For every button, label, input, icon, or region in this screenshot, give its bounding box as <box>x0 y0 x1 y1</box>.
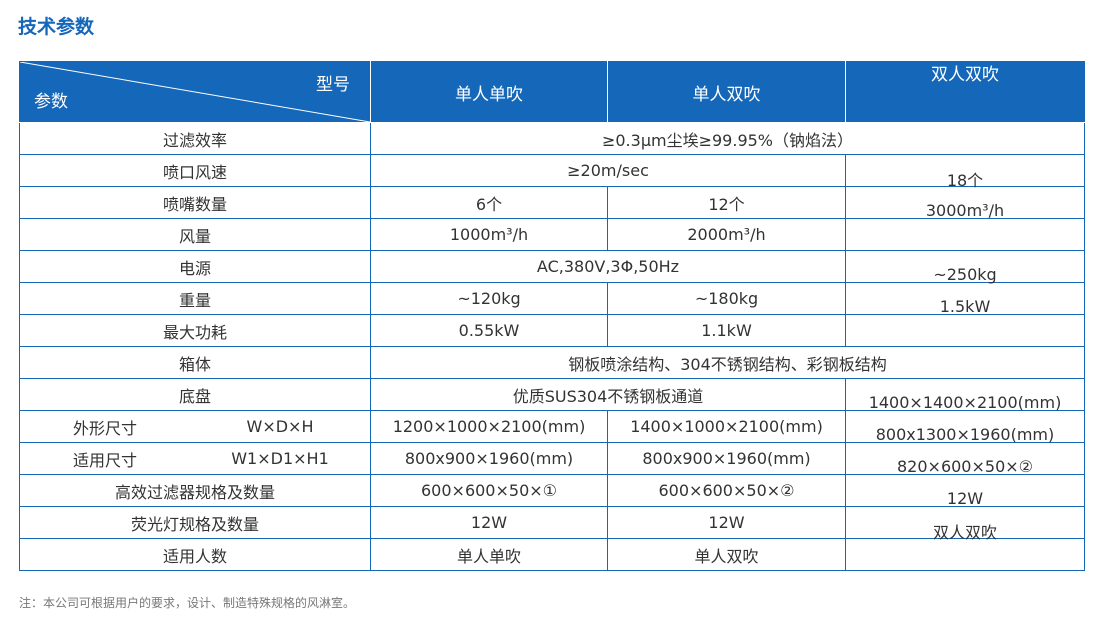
row-cell-col3-text: 12W <box>946 489 984 508</box>
row-cell-col2: 800x900×1960(mm) <box>607 442 846 475</box>
row-cell-col3: 双人双吹 <box>845 506 1085 542</box>
row-label-sub: W×D×H <box>246 417 314 436</box>
table-row: 电源 AC,380V,3Φ,50Hz ~250kg <box>19 250 1085 284</box>
row-cell-col2: 1.1kW <box>607 314 846 347</box>
row-label: 高效过滤器规格及数量 <box>19 474 371 507</box>
row-label-main: 外形尺寸 <box>72 418 137 438</box>
row-cell-col2: 单人双吹 <box>607 538 846 571</box>
row-label: 喷口风速 <box>19 154 371 187</box>
row-label: 最大功耗 <box>19 314 371 347</box>
row-cell-col3-text: 双人双吹 <box>932 522 997 542</box>
page-title: 技术参数 <box>18 16 95 38</box>
row-label: 风量 <box>19 218 371 251</box>
row-label: 底盘 <box>19 378 371 411</box>
header-col-1: 单人单吹 <box>370 61 608 123</box>
row-cell-col1: ~120kg <box>370 282 608 315</box>
row-label-main: 适用尺寸 <box>72 450 137 470</box>
row-cell-col1: 6个 <box>370 186 608 219</box>
header-col-3-label: 双人双吹 <box>931 64 999 85</box>
row-cell-col1: 12W <box>370 506 608 539</box>
row-cell-col1: 单人单吹 <box>370 538 608 571</box>
row-cell-col2: 12W <box>607 506 846 539</box>
row-label: 适用尺寸 W1×D1×H1 <box>19 442 371 475</box>
row-cell-col3: ~250kg <box>845 250 1085 284</box>
row-cell-col3: 820×600×50×② <box>845 442 1085 476</box>
header-corner-cell: 型号 参数 <box>19 61 371 123</box>
header-row: 型号 参数 单人单吹 单人双吹 双人双吹 <box>19 61 1085 123</box>
table-row: 适用尺寸 W1×D1×H1 800x900×1960(mm) 800x900×1… <box>19 442 1085 476</box>
table-row: 重量 ~120kg ~180kg 1.5kW <box>19 282 1085 316</box>
row-cell-col3-text: 1400×1400×2100(mm) <box>868 393 1062 412</box>
table-row: 喷口风速 ≥20m/sec 18个 <box>19 154 1085 190</box>
row-cell-col3: 3000m³/h <box>845 186 1085 220</box>
row-cell-col2: 1400×1000×2100(mm) <box>607 410 846 443</box>
row-cell-col2: 2000m³/h <box>607 218 846 251</box>
row-cell-col2: 600×600×50×② <box>607 474 846 507</box>
row-cell-col1: 800x900×1960(mm) <box>370 442 608 475</box>
header-col-2: 单人双吹 <box>607 61 846 123</box>
spec-table: 型号 参数 单人单吹 单人双吹 双人双吹 过滤效率 ≥0.3μm尘埃≥99.95… <box>19 61 1085 571</box>
row-cell-col3-text: 1.5kW <box>939 297 991 316</box>
row-label: 适用人数 <box>19 538 371 571</box>
row-value: ≥20m/sec <box>370 154 846 187</box>
header-model-label: 型号 <box>316 75 350 95</box>
row-cell-col1: 600×600×50×① <box>370 474 608 507</box>
row-cell-col1: 0.55kW <box>370 314 608 347</box>
row-value: ≥0.3μm尘埃≥99.95%（钠焰法） <box>370 122 1085 155</box>
row-cell-col3-text: 800x1300×1960(mm) <box>875 425 1055 444</box>
footnote: 注：本公司可根据用户的要求，设计、制造特殊规格的风淋室。 <box>19 596 356 610</box>
table-row: 荧光灯规格及数量 12W 12W 双人双吹 <box>19 506 1085 542</box>
row-cell-col3: 800x1300×1960(mm) <box>845 410 1085 444</box>
row-cell-col3 <box>845 538 1085 571</box>
row-label: 喷嘴数量 <box>19 186 371 219</box>
row-cell-col3-text: ~250kg <box>933 265 997 284</box>
table-row: 最大功耗 0.55kW 1.1kW <box>19 314 1085 347</box>
row-cell-col3: 1.5kW <box>845 282 1085 316</box>
row-label: 过滤效率 <box>19 122 371 155</box>
table-row: 过滤效率 ≥0.3μm尘埃≥99.95%（钠焰法） <box>19 122 1085 155</box>
header-col-3: 双人双吹 <box>845 61 1085 123</box>
row-value: 钢板喷涂结构、304不锈钢结构、彩钢板结构 <box>370 346 1085 379</box>
table-row: 外形尺寸 W×D×H 1200×1000×2100(mm) 1400×1000×… <box>19 410 1085 444</box>
diagonal-divider <box>20 62 370 122</box>
row-cell-col2: 12个 <box>607 186 846 219</box>
row-cell-col3-text: 18个 <box>946 170 984 190</box>
row-label: 箱体 <box>19 346 371 379</box>
row-cell-col3: 1400×1400×2100(mm) <box>845 378 1085 412</box>
header-param-label: 参数 <box>34 92 68 112</box>
table-row: 喷嘴数量 6个 12个 3000m³/h <box>19 186 1085 220</box>
row-label: 外形尺寸 W×D×H <box>19 410 371 443</box>
row-cell-col3 <box>845 314 1085 347</box>
table-row: 适用人数 单人单吹 单人双吹 <box>19 538 1085 571</box>
row-value: AC,380V,3Φ,50Hz <box>370 250 846 283</box>
table-row: 箱体 钢板喷涂结构、304不锈钢结构、彩钢板结构 <box>19 346 1085 379</box>
row-label: 荧光灯规格及数量 <box>19 506 371 539</box>
table-row: 高效过滤器规格及数量 600×600×50×① 600×600×50×② 12W <box>19 474 1085 508</box>
row-label-sub: W1×D1×H1 <box>231 449 329 468</box>
row-cell-col1: 1000m³/h <box>370 218 608 251</box>
row-value: 优质SUS304不锈钢板通道 <box>370 378 846 411</box>
row-label: 重量 <box>19 282 371 315</box>
row-cell-col3: 18个 <box>845 154 1085 190</box>
row-cell-col3: 12W <box>845 474 1085 508</box>
row-cell-col3 <box>845 218 1085 251</box>
row-label: 电源 <box>19 250 371 283</box>
row-cell-col1: 1200×1000×2100(mm) <box>370 410 608 443</box>
row-cell-col3-text: 820×600×50×② <box>897 457 1033 476</box>
row-cell-col2: ~180kg <box>607 282 846 315</box>
table-row: 底盘 优质SUS304不锈钢板通道 1400×1400×2100(mm) <box>19 378 1085 412</box>
table-row: 风量 1000m³/h 2000m³/h <box>19 218 1085 251</box>
row-cell-col3-text: 3000m³/h <box>925 201 1005 220</box>
